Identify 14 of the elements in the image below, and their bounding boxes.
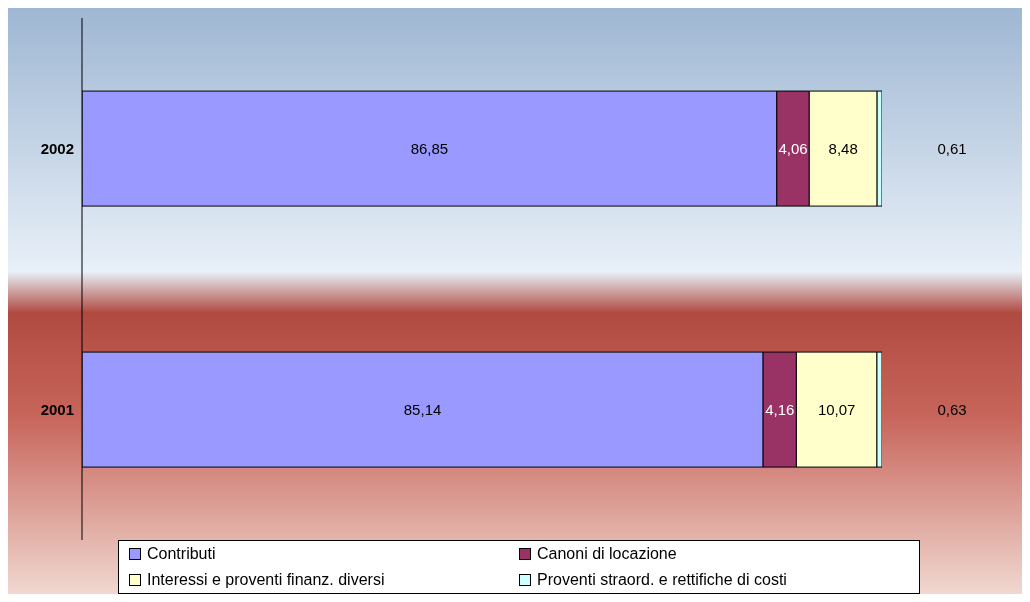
data-label: 0,63 [937,401,967,419]
data-label: 8,48 [828,140,858,158]
legend-label: Interessi e proventi finanz. diversi [147,571,385,589]
data-label: 10,07 [817,401,856,419]
legend-label: Canoni di locazione [537,545,677,563]
y-tick-label: 2001 [40,400,74,418]
data-label: 85,14 [403,401,442,419]
y-tick-label: 2002 [40,139,74,157]
data-label: 0,61 [937,140,967,158]
legend-label: Contributi [147,545,216,563]
data-label: 4,06 [778,140,808,158]
data-label: 4,16 [765,401,795,419]
data-label: 86,85 [410,140,449,158]
legend-label: Proventi straord. e rettifiche di costi [537,571,787,589]
